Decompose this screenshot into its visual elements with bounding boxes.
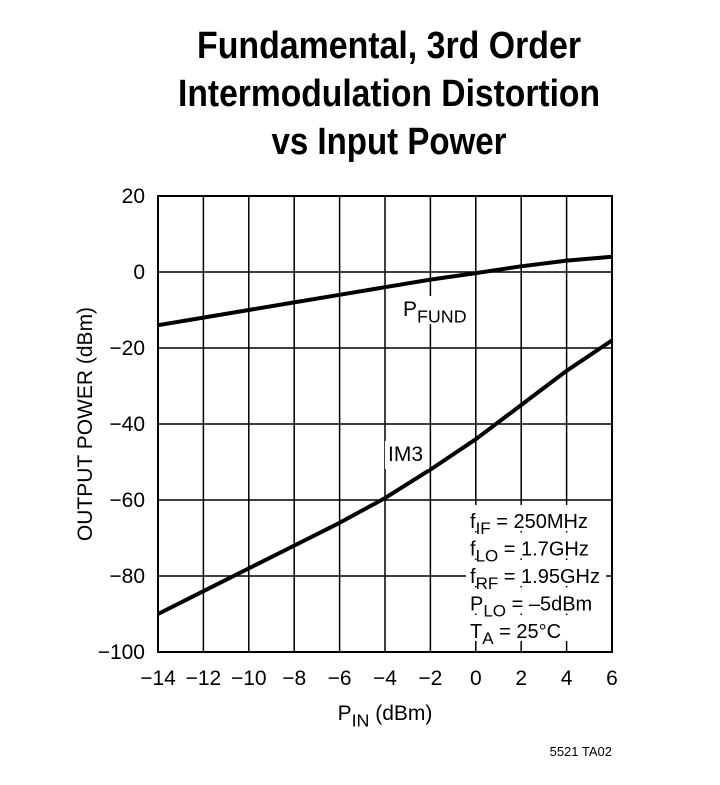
annotation-rest: = 1.7GHz	[498, 539, 589, 561]
annotation-main: P	[470, 594, 483, 616]
annotation-main: f	[470, 539, 476, 561]
y-tick-label: −100	[98, 641, 145, 664]
annotation-sub: LO	[483, 602, 506, 621]
x-tick-label: −12	[186, 667, 222, 690]
y-tick-label: −60	[109, 489, 145, 512]
x-tick-label: −2	[418, 667, 442, 690]
x-tick-label: 6	[606, 667, 618, 690]
series-line	[157, 338, 614, 616]
annotation-bg	[466, 560, 606, 586]
series-label-sub: FUND	[417, 306, 467, 326]
annotation-bg	[466, 615, 606, 641]
annotation-sub: LO	[476, 547, 499, 566]
chart-title: vs Input Power	[272, 121, 507, 163]
x-tick-label: 0	[470, 667, 482, 690]
annotation-rest: = –5dBm	[506, 594, 592, 616]
annotation-rest: = 1.95GHz	[498, 566, 600, 588]
y-tick-label: −20	[109, 337, 145, 360]
chart-title: Intermodulation Distortion	[178, 73, 600, 115]
x-axis-label: PIN (dBm)	[338, 702, 433, 730]
annotation: PLO = –5dBm	[470, 594, 592, 621]
y-tick-label: 0	[133, 261, 145, 284]
annotation-main: T	[470, 621, 482, 643]
x-tick-label: 2	[515, 667, 527, 690]
annotation-sub: IF	[476, 519, 491, 538]
series-label-main: P	[403, 298, 417, 321]
annotation: fIF = 250MHz	[470, 511, 588, 538]
annotation-main: f	[470, 566, 476, 588]
series-label: PFUND	[403, 298, 467, 326]
annotation-bg	[466, 505, 606, 531]
annotation-rest: = 250MHz	[491, 511, 588, 533]
x-axis-label-rest: (dBm)	[369, 702, 432, 725]
y-axis-label: OUTPUT POWER (dBm)	[74, 307, 97, 541]
annotation-rest: = 25°C	[494, 621, 561, 643]
annotation-sub: RF	[476, 574, 499, 593]
x-axis-label-sub: IN	[352, 710, 370, 730]
annotation: fLO = 1.7GHz	[470, 539, 589, 566]
x-tick-label: −6	[328, 667, 352, 690]
chart-title: Fundamental, 3rd Order	[197, 25, 581, 67]
annotation: fRF = 1.95GHz	[470, 566, 600, 593]
series-label: IM3	[388, 443, 423, 466]
annotation-sub: A	[482, 629, 494, 648]
plot-frame	[157, 195, 613, 653]
x-tick-label: −4	[373, 667, 397, 690]
annotation-main: f	[470, 511, 476, 533]
series-label-bg	[400, 296, 464, 324]
series-label-main: IM3	[388, 443, 423, 466]
annotation-bg	[466, 532, 606, 559]
series-line	[157, 254, 613, 328]
x-tick-label: −8	[282, 667, 306, 690]
x-tick-label: −14	[140, 667, 176, 690]
y-tick-label: −80	[109, 565, 145, 588]
series-label-bg	[385, 441, 429, 469]
y-tick-label: −40	[109, 413, 145, 436]
x-tick-label: −10	[231, 667, 267, 690]
x-tick-label: 4	[561, 667, 573, 690]
y-tick-label: 20	[122, 185, 145, 208]
annotation-bg	[466, 587, 606, 614]
x-axis-label-main: P	[338, 702, 352, 725]
annotation: TA = 25°C	[470, 621, 561, 648]
footnote: 5521 TA02	[550, 744, 612, 759]
